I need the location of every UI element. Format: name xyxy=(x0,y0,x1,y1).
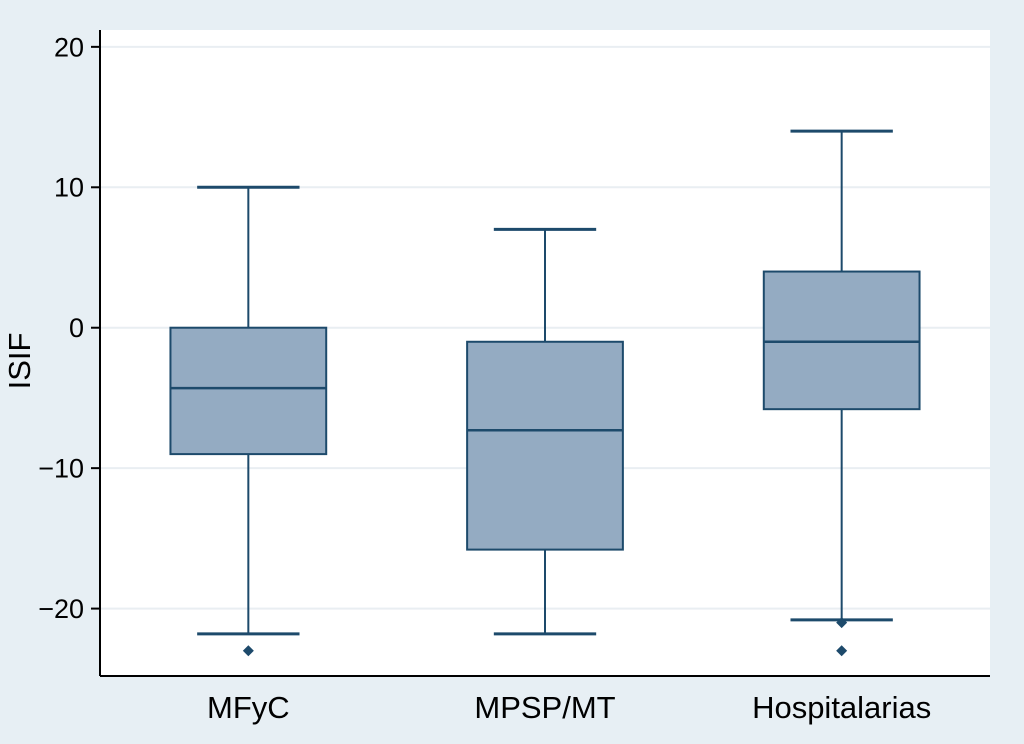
y-tick-label: 0 xyxy=(69,313,84,343)
outlier-marker xyxy=(242,645,254,657)
y-tick-label: 10 xyxy=(54,173,84,203)
y-tick-label: −10 xyxy=(38,454,84,484)
chart-layers: MFyC MPSP/MT Hospitalarias 20 10 0 −10 −20 xyxy=(38,30,990,725)
category-label: Hospitalarias xyxy=(752,690,931,725)
outlier-marker xyxy=(836,645,848,657)
category-label: MPSP/MT xyxy=(474,690,615,725)
box-3 xyxy=(762,270,921,411)
category-label: MFyC xyxy=(207,690,290,725)
y-tick-label: 20 xyxy=(54,32,84,62)
y-axis-title: ISIF xyxy=(2,333,37,390)
box-1 xyxy=(169,326,328,456)
box-2 xyxy=(466,340,624,551)
outlier-marker xyxy=(836,617,848,629)
y-tick-label: −20 xyxy=(38,594,84,624)
